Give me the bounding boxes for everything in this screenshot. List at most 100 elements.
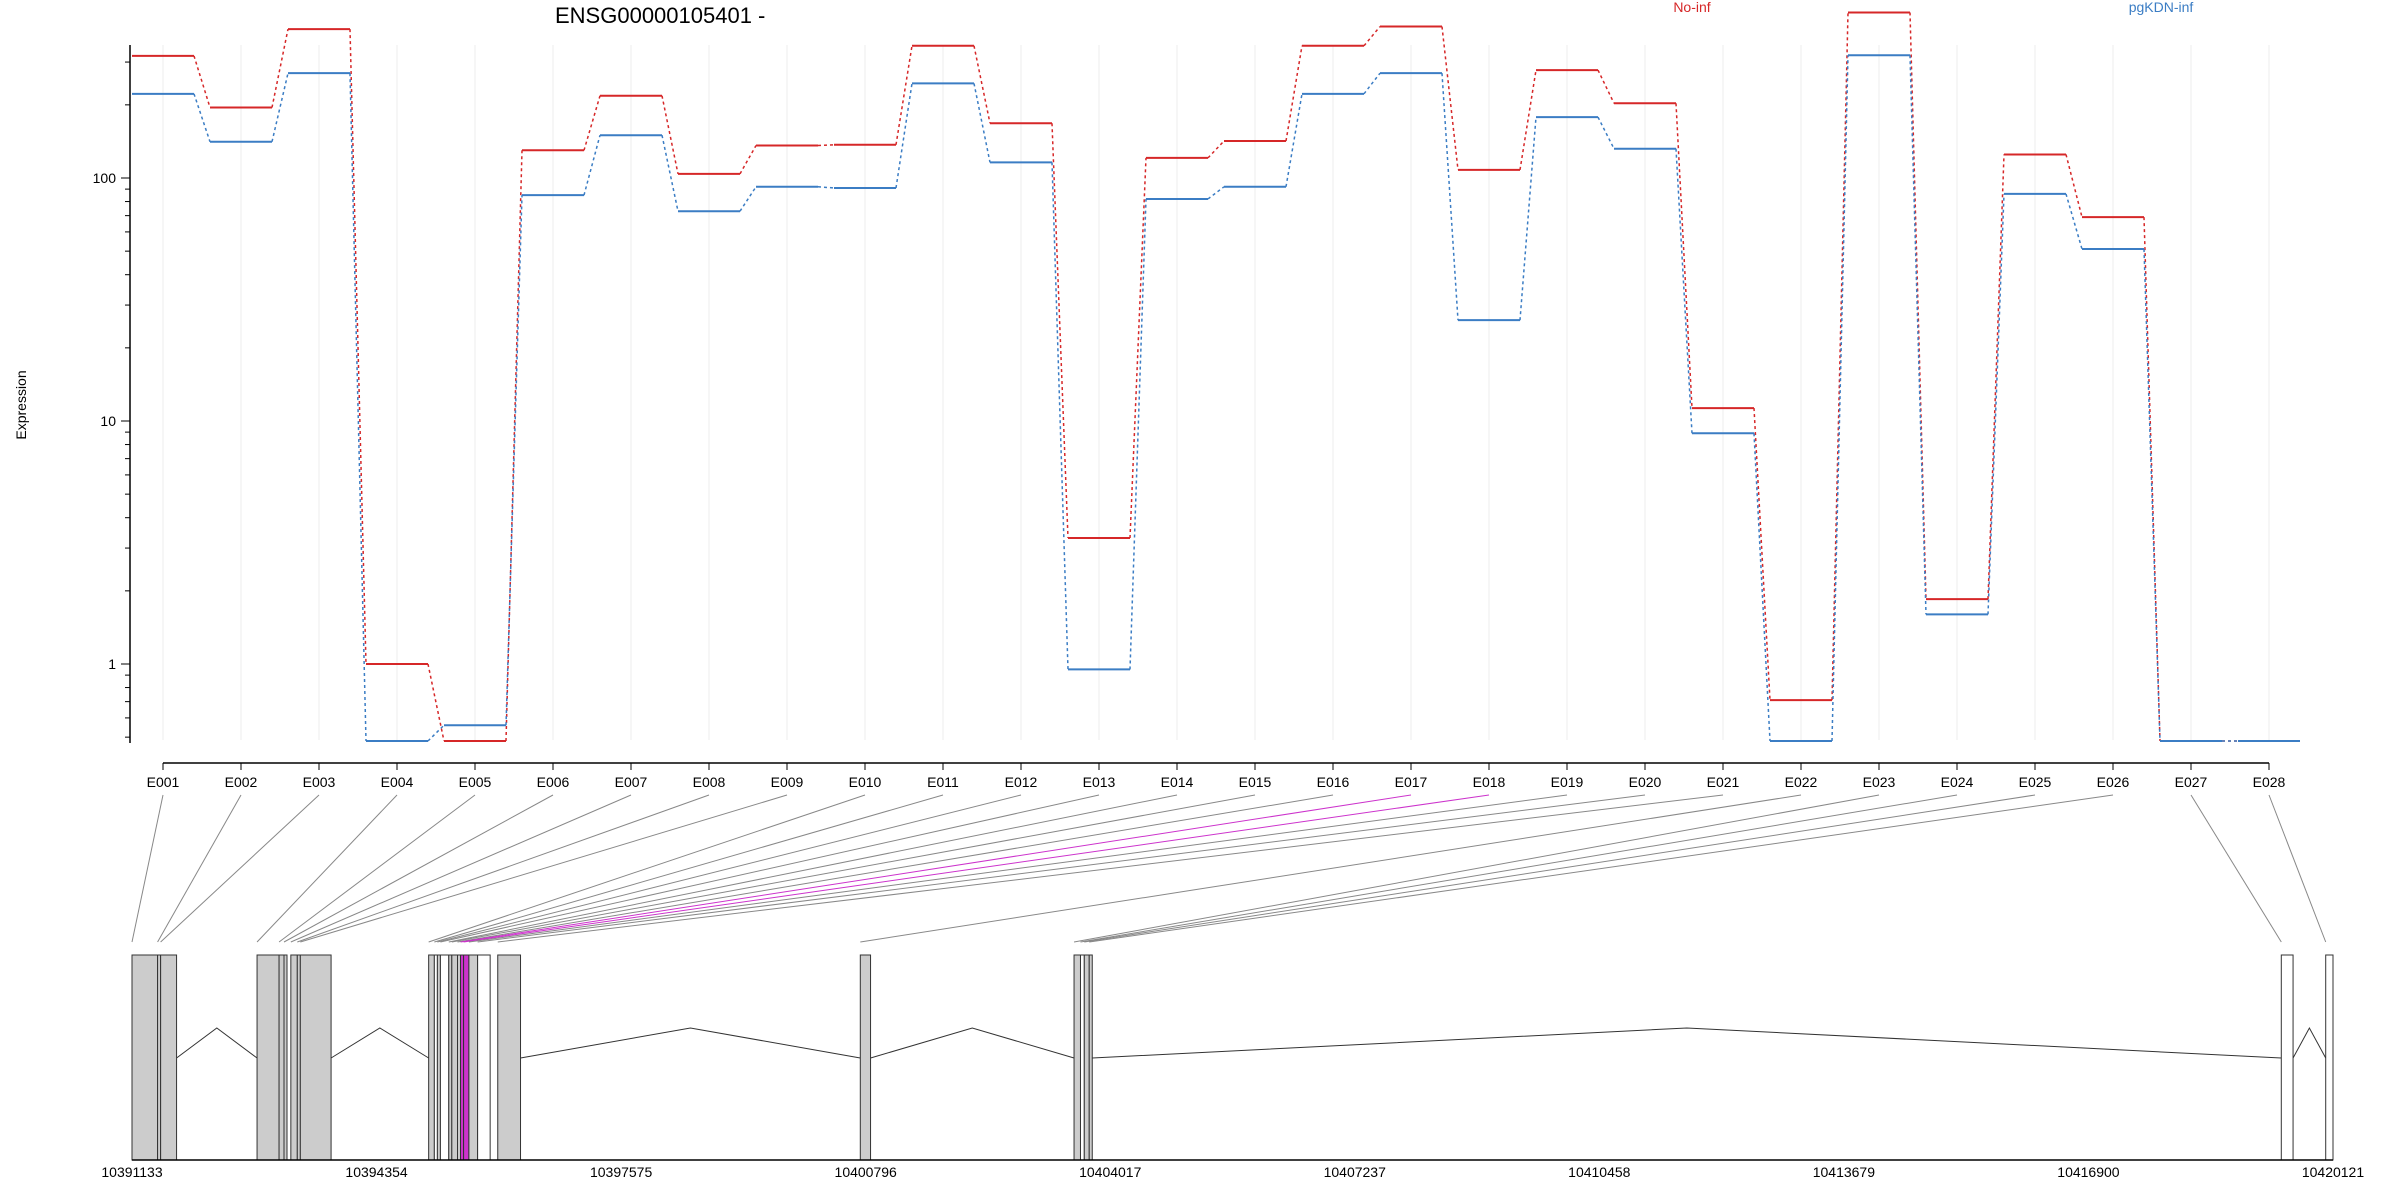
x-tick-label: E004 xyxy=(381,774,414,790)
series-connector xyxy=(1597,116,1615,150)
series-connector xyxy=(1285,93,1303,187)
series-connector xyxy=(1753,408,1771,701)
x-tick-label: E025 xyxy=(2019,774,2052,790)
series-connector xyxy=(583,135,601,196)
series-lines xyxy=(132,11,2300,742)
x-tick-label: E011 xyxy=(927,774,959,790)
series-connector xyxy=(1753,433,1771,742)
series-connector xyxy=(1285,45,1303,142)
series-connector xyxy=(1675,148,1693,434)
exon-box xyxy=(428,954,435,1161)
exon-box xyxy=(477,954,491,1161)
series-connector xyxy=(1207,186,1225,200)
series-connector xyxy=(661,95,679,175)
exon-connector xyxy=(468,794,1568,943)
x-tick-label: E014 xyxy=(1161,774,1194,790)
exon-connector xyxy=(160,794,320,943)
exon-connector xyxy=(448,794,1178,943)
genomic-tick-label: 10420121 xyxy=(2302,1164,2365,1180)
legend-entry-pgkdn-inf: pgKDN-inf xyxy=(2129,0,2194,15)
x-tick-label: E012 xyxy=(1005,774,1038,790)
genomic-tick-label: 10397575 xyxy=(590,1164,653,1180)
series-connector xyxy=(427,663,445,742)
x-tick-label: E017 xyxy=(1395,774,1428,790)
genomic-tick-label: 10391133 xyxy=(101,1164,162,1180)
x-tick-label: E005 xyxy=(459,774,492,790)
exon-connector xyxy=(451,794,1256,943)
x-tick-label: E024 xyxy=(1941,774,1974,790)
exon-box xyxy=(1073,954,1081,1161)
exon-connector xyxy=(157,794,242,943)
series-no-inf xyxy=(132,11,2300,742)
series-connector xyxy=(1519,69,1537,170)
exon-boxes xyxy=(131,954,2334,1161)
series-connector xyxy=(271,73,289,142)
series-connector xyxy=(1597,69,1615,104)
x-tick-label: E006 xyxy=(537,774,570,790)
y-tick-label: 1 xyxy=(108,656,116,672)
x-tick-label: E008 xyxy=(693,774,726,790)
exon-connector xyxy=(457,794,1334,943)
x-tick-label: E023 xyxy=(1863,774,1896,790)
exon-connector xyxy=(2268,794,2327,943)
x-tick-label: E007 xyxy=(615,774,648,790)
exon-box xyxy=(2325,954,2334,1161)
series-connector xyxy=(1363,72,1381,95)
exon-connector xyxy=(434,794,944,943)
series-connector xyxy=(505,150,523,742)
exon-box xyxy=(451,954,459,1161)
genomic-tick-label: 10394354 xyxy=(345,1164,408,1180)
exon-connector xyxy=(440,794,1100,943)
series-connector xyxy=(2065,193,2083,250)
series-connector xyxy=(193,93,211,142)
series-connector xyxy=(1909,55,1927,615)
x-tick-label: E013 xyxy=(1083,774,1116,790)
series-connector xyxy=(505,195,523,726)
series-connector xyxy=(2065,154,2083,218)
x-tick-label: E001 xyxy=(147,774,180,790)
genomic-tick-label: 10413679 xyxy=(1813,1164,1876,1180)
y-tick-label: 10 xyxy=(100,413,116,429)
series-connector xyxy=(1441,73,1459,321)
exon-connector xyxy=(2190,794,2282,943)
exon-connector xyxy=(497,794,1724,943)
exon-connector xyxy=(256,794,398,943)
series-connector xyxy=(1363,26,1381,47)
series-connector xyxy=(271,28,289,108)
exon-connector xyxy=(290,794,632,943)
exon-box xyxy=(1088,954,1093,1161)
vertical-grid xyxy=(162,45,2270,740)
intron-line xyxy=(520,1027,861,1059)
intron-line xyxy=(176,1027,258,1059)
series-connector xyxy=(1129,157,1147,539)
exon-box xyxy=(859,954,872,1161)
exon-box xyxy=(283,954,288,1161)
exon-connector xyxy=(300,794,788,943)
x-tick-label: E028 xyxy=(2253,774,2286,790)
series-connector xyxy=(739,186,757,212)
exon-connector xyxy=(428,794,866,943)
series-connector xyxy=(1987,193,2005,615)
exon-box xyxy=(299,954,332,1161)
series-connector xyxy=(427,724,445,742)
y-axis: 1 10 100 xyxy=(93,45,131,743)
exon-connector xyxy=(1089,794,2114,943)
x-tick-label: E009 xyxy=(771,774,804,790)
exon-box xyxy=(131,954,159,1161)
x-tick-label: E020 xyxy=(1629,774,1662,790)
series-connector xyxy=(1831,12,1849,701)
exon-connector xyxy=(297,794,710,943)
exon-connector xyxy=(437,794,1022,943)
series-connector xyxy=(1441,26,1459,170)
series-connector xyxy=(817,144,835,147)
genomic-tick-label: 10400796 xyxy=(835,1164,898,1180)
exon-connector xyxy=(1073,794,1880,943)
exon-box xyxy=(160,954,178,1161)
genomic-tick-label: 10410458 xyxy=(1568,1164,1631,1180)
genomic-tick-label: 10404017 xyxy=(1079,1164,1142,1180)
series-connector xyxy=(1675,103,1693,409)
legend-entry-no-inf: No-inf xyxy=(1673,0,1710,15)
series-connector xyxy=(739,145,757,175)
genomic-coordinate-axis: 10391133 10394354 10397575 10400796 10404017… xyxy=(101,1159,2365,1180)
exon-connector xyxy=(477,794,1646,943)
